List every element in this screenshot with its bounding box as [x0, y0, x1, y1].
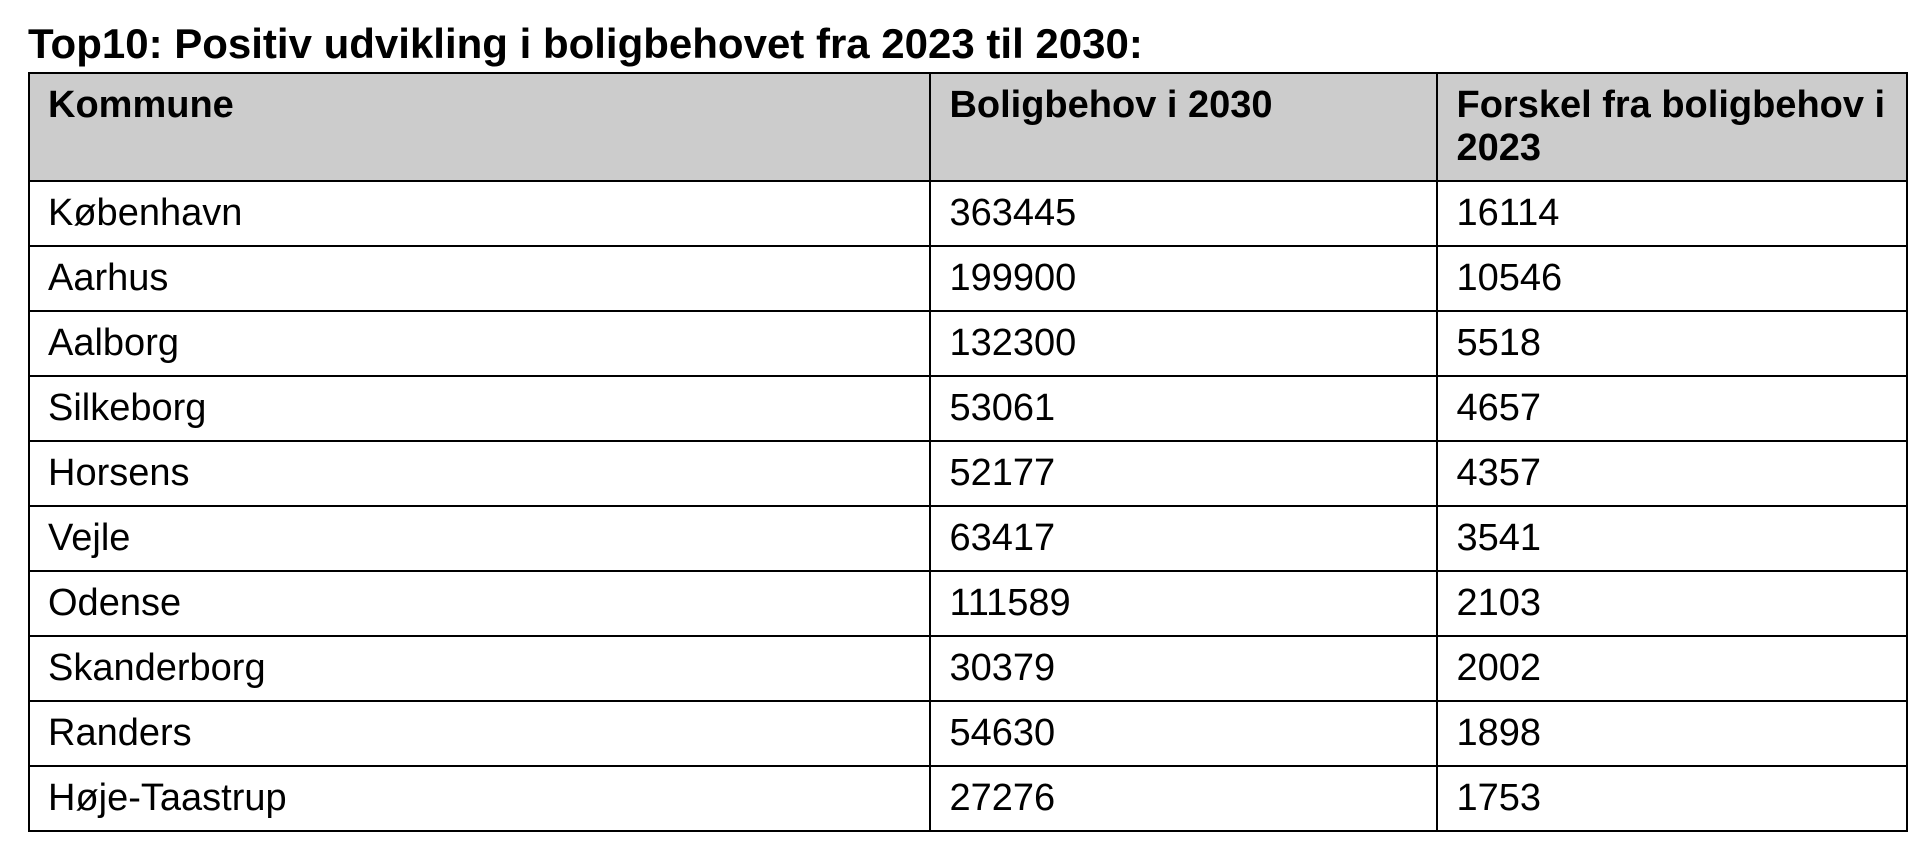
cell-forskel: 1898	[1437, 701, 1907, 766]
table-row: Høje-Taastrup 27276 1753	[29, 766, 1907, 831]
cell-boligbehov: 132300	[930, 311, 1437, 376]
cell-boligbehov: 27276	[930, 766, 1437, 831]
cell-forskel: 4357	[1437, 441, 1907, 506]
table-row: Horsens 52177 4357	[29, 441, 1907, 506]
cell-boligbehov: 30379	[930, 636, 1437, 701]
cell-boligbehov: 111589	[930, 571, 1437, 636]
cell-kommune: Horsens	[29, 441, 930, 506]
table-row: Randers 54630 1898	[29, 701, 1907, 766]
cell-forskel: 2103	[1437, 571, 1907, 636]
cell-kommune: Odense	[29, 571, 930, 636]
cell-kommune: Høje-Taastrup	[29, 766, 930, 831]
table-row: Skanderborg 30379 2002	[29, 636, 1907, 701]
cell-forskel: 16114	[1437, 181, 1907, 246]
housing-table: Kommune Boligbehov i 2030 Forskel fra bo…	[28, 72, 1908, 832]
table-row: Silkeborg 53061 4657	[29, 376, 1907, 441]
cell-boligbehov: 363445	[930, 181, 1437, 246]
column-header-forskel: Forskel fra boligbehov i 2023	[1437, 73, 1907, 181]
cell-forskel: 1753	[1437, 766, 1907, 831]
cell-boligbehov: 63417	[930, 506, 1437, 571]
cell-forskel: 5518	[1437, 311, 1907, 376]
column-header-boligbehov: Boligbehov i 2030	[930, 73, 1437, 181]
table-row: København 363445 16114	[29, 181, 1907, 246]
cell-kommune: Aarhus	[29, 246, 930, 311]
cell-kommune: Skanderborg	[29, 636, 930, 701]
cell-boligbehov: 53061	[930, 376, 1437, 441]
cell-forskel: 2002	[1437, 636, 1907, 701]
cell-forskel: 4657	[1437, 376, 1907, 441]
column-header-kommune: Kommune	[29, 73, 930, 181]
cell-kommune: Randers	[29, 701, 930, 766]
cell-kommune: Silkeborg	[29, 376, 930, 441]
table-row: Aarhus 199900 10546	[29, 246, 1907, 311]
cell-kommune: Aalborg	[29, 311, 930, 376]
cell-forskel: 3541	[1437, 506, 1907, 571]
table-header-row: Kommune Boligbehov i 2030 Forskel fra bo…	[29, 73, 1907, 181]
cell-boligbehov: 199900	[930, 246, 1437, 311]
cell-kommune: København	[29, 181, 930, 246]
cell-boligbehov: 52177	[930, 441, 1437, 506]
cell-forskel: 10546	[1437, 246, 1907, 311]
table-title: Top10: Positiv udvikling i boligbehovet …	[20, 20, 1900, 68]
table-row: Odense 111589 2103	[29, 571, 1907, 636]
table-row: Vejle 63417 3541	[29, 506, 1907, 571]
table-row: Aalborg 132300 5518	[29, 311, 1907, 376]
cell-kommune: Vejle	[29, 506, 930, 571]
cell-boligbehov: 54630	[930, 701, 1437, 766]
